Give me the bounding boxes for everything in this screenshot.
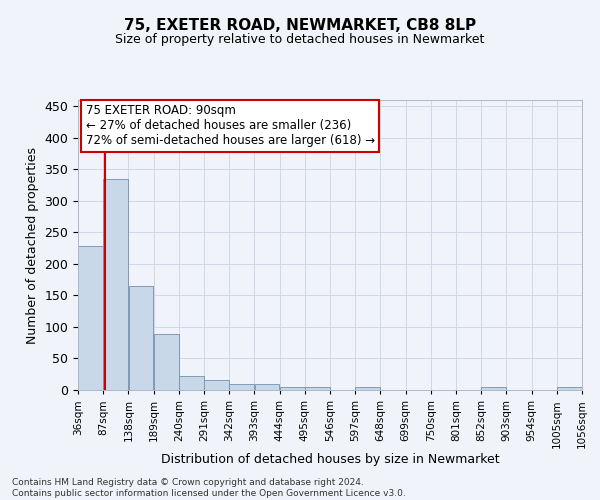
Text: 75 EXETER ROAD: 90sqm
← 27% of detached houses are smaller (236)
72% of semi-det: 75 EXETER ROAD: 90sqm ← 27% of detached … bbox=[86, 104, 374, 148]
Bar bbox=[254, 384, 280, 390]
Bar bbox=[128, 286, 154, 390]
Bar bbox=[78, 246, 103, 390]
Bar bbox=[305, 388, 330, 390]
Bar bbox=[481, 387, 506, 390]
Text: 75, EXETER ROAD, NEWMARKET, CB8 8LP: 75, EXETER ROAD, NEWMARKET, CB8 8LP bbox=[124, 18, 476, 32]
Bar bbox=[154, 334, 179, 390]
Bar bbox=[280, 387, 305, 390]
Bar bbox=[557, 387, 582, 390]
Bar bbox=[229, 384, 254, 390]
Text: Size of property relative to detached houses in Newmarket: Size of property relative to detached ho… bbox=[115, 32, 485, 46]
Y-axis label: Number of detached properties: Number of detached properties bbox=[26, 146, 39, 344]
Bar bbox=[179, 376, 204, 390]
Bar bbox=[204, 380, 229, 390]
Text: Contains HM Land Registry data © Crown copyright and database right 2024.
Contai: Contains HM Land Registry data © Crown c… bbox=[12, 478, 406, 498]
X-axis label: Distribution of detached houses by size in Newmarket: Distribution of detached houses by size … bbox=[161, 453, 499, 466]
Bar bbox=[103, 179, 128, 390]
Bar bbox=[355, 387, 380, 390]
